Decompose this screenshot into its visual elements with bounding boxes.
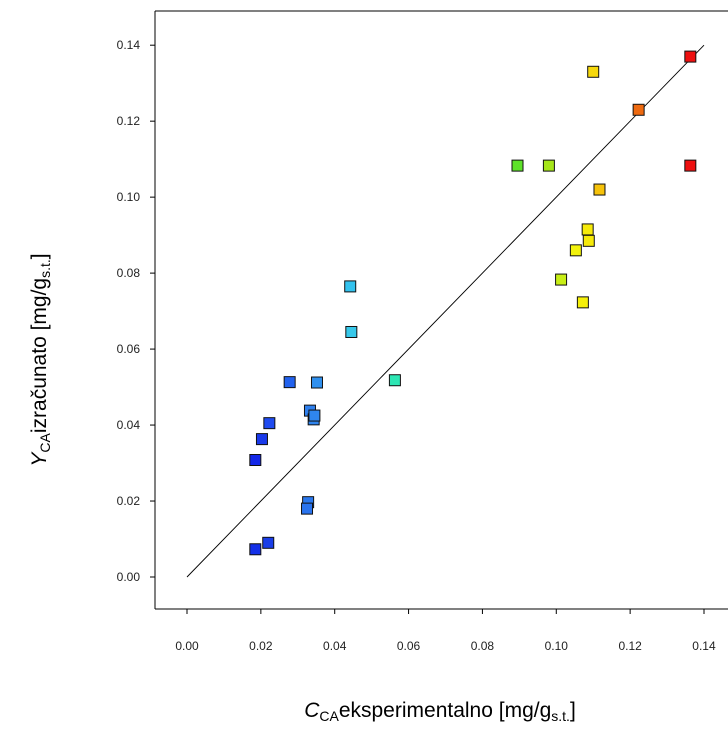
data-point [555,273,568,286]
data-point [263,417,276,430]
data-point [569,244,582,257]
x-tick-label: 0.10 [545,639,569,653]
y-tick-label: 0.04 [117,418,141,432]
y-tick-label: 0.08 [117,266,141,280]
data-point [581,223,594,236]
data-point [593,183,606,196]
x-tick-label: 0.14 [692,639,716,653]
data-point [388,374,401,387]
data-point [344,280,357,293]
y-tick-label: 0.12 [117,114,141,128]
data-point [308,409,321,422]
data-points [249,50,697,556]
data-point [582,234,595,247]
x-axis-title: CCAeksperimentalno [mg/gs.t.] [304,699,576,724]
y-tick-label: 0.10 [117,190,141,204]
data-point [249,543,262,556]
x-axis-ticks: 0.00 0.02 0.04 0.06 0.08 0.10 0.12 0.14 [175,609,716,653]
data-point [301,502,314,515]
data-point [632,103,645,116]
plot-frame [154,10,728,610]
y-tick-label: 0.06 [117,342,141,356]
data-point [262,536,275,549]
data-point [684,50,697,63]
x-tick-label: 0.02 [249,639,273,653]
data-point [587,65,600,78]
y-tick-label: 0.14 [117,38,141,52]
x-tick-label: 0.06 [397,639,421,653]
data-point [511,159,524,172]
data-point [576,296,589,309]
data-point [310,376,323,389]
data-point [542,159,555,172]
y-axis-title: YCAizračunato [mg/gs.t.] [28,253,53,466]
y-axis-ticks: 0.00 0.02 0.04 0.06 0.08 0.10 0.12 0.14 [117,38,155,584]
x-tick-label: 0.08 [471,639,495,653]
reference-line [186,44,705,578]
data-point [255,433,268,446]
reference-line-layer [186,44,705,578]
x-tick-label: 0.12 [618,639,642,653]
y-tick-label: 0.02 [117,494,141,508]
y-tick-label: 0.00 [117,570,141,584]
x-tick-label: 0.00 [175,639,199,653]
x-tick-label: 0.04 [323,639,347,653]
data-point [283,376,296,389]
data-point [345,325,358,338]
data-point [684,159,697,172]
data-point [249,454,262,467]
